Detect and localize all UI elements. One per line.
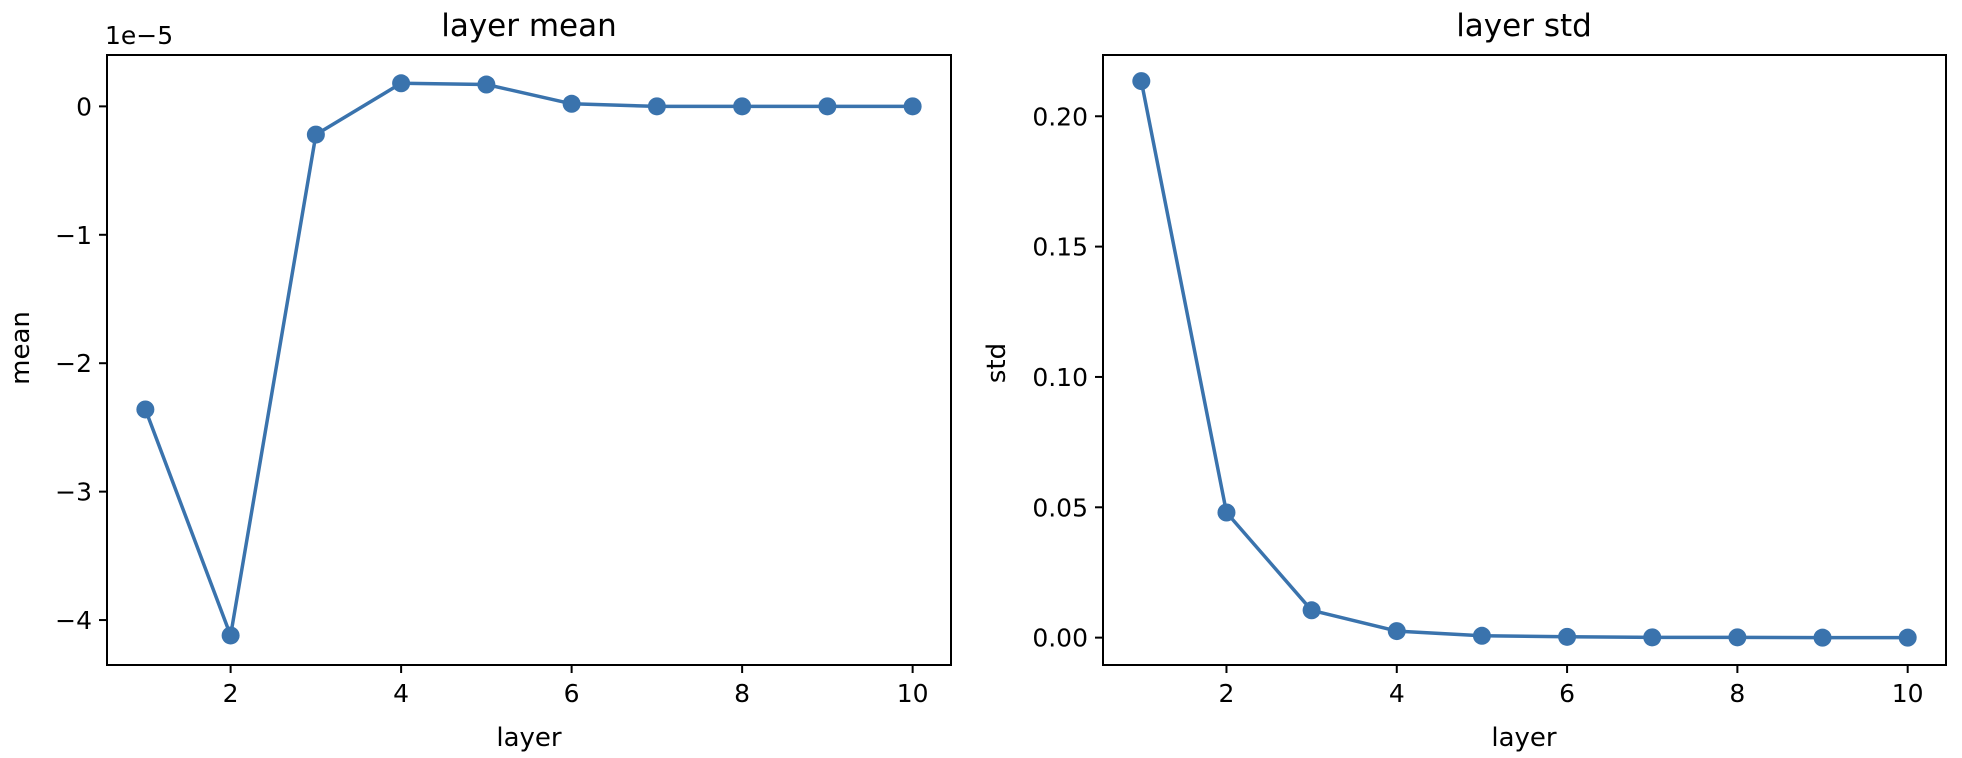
x-tick-label: 8	[734, 679, 750, 708]
series-line	[143, 81, 913, 638]
data-point	[306, 125, 325, 144]
data-point	[221, 626, 240, 645]
series-line	[1139, 80, 1908, 640]
axes-frame	[106, 54, 952, 666]
x-axis-label: layer	[496, 723, 562, 753]
y-ticks: 0 −1 −2 −3 −4	[55, 92, 107, 635]
x-tick-label: 8	[1729, 679, 1745, 708]
data-point	[392, 74, 411, 93]
data-point	[136, 400, 155, 419]
plot-area	[1132, 72, 1917, 647]
y-tick-label: −1	[55, 221, 92, 250]
y-offset-label: 1e−5	[105, 21, 173, 50]
data-point	[733, 97, 752, 116]
data-point	[903, 97, 922, 116]
chart-title: layer mean	[441, 8, 617, 44]
x-tick-label: 10	[1892, 679, 1924, 708]
x-ticks: 2 4 6 8 10	[1219, 665, 1924, 708]
y-tick-label: 0.05	[1032, 493, 1088, 522]
axes-frame	[1102, 54, 1947, 666]
data-point	[1387, 622, 1406, 641]
data-point	[1643, 628, 1662, 647]
chart-layer-std: layer std std layer 2 4 6 8 10 0.000.050.100…	[982, 8, 1947, 753]
x-tick-label: 2	[1219, 679, 1235, 708]
plot-area	[136, 74, 922, 645]
x-tick-label: 2	[223, 679, 239, 708]
y-axis-label: std	[982, 343, 1012, 383]
data-point	[818, 97, 837, 116]
y-tick-label: 0.00	[1032, 624, 1088, 653]
data-point	[1558, 627, 1577, 646]
data-point	[562, 94, 581, 113]
y-tick-label: 0.20	[1032, 102, 1088, 131]
y-tick-label: −2	[55, 349, 92, 378]
y-tick-label: 0	[76, 92, 92, 121]
x-tick-label: 6	[1559, 679, 1575, 708]
y-tick-label: 0.10	[1032, 363, 1088, 392]
x-tick-label: 6	[564, 679, 580, 708]
x-tick-label: 4	[1389, 679, 1405, 708]
x-axis-label: layer	[1491, 723, 1557, 753]
chart-layer-mean: layer mean 1e−5 mean layer 2 4 6 8 10 0 −1 −2 −…	[6, 8, 952, 753]
data-point	[1728, 628, 1747, 647]
y-ticks: 0.00 0.05 0.10 0.15 0.20	[1032, 102, 1103, 653]
x-ticks: 2 4 6 8 10	[223, 665, 929, 708]
data-point	[477, 75, 496, 94]
data-point	[1472, 626, 1491, 645]
data-point	[1217, 503, 1236, 522]
x-tick-label: 10	[897, 679, 929, 708]
y-tick-label: −3	[55, 478, 92, 507]
chart-title: layer std	[1456, 8, 1592, 44]
y-axis-label: mean	[6, 311, 36, 385]
data-point	[1813, 628, 1832, 647]
x-tick-label: 4	[393, 679, 409, 708]
data-point	[1132, 72, 1151, 91]
y-tick-label: 0.15	[1032, 233, 1088, 262]
data-point	[1302, 601, 1321, 620]
data-point	[1898, 628, 1917, 647]
data-point	[647, 97, 666, 116]
y-tick-label: −4	[55, 606, 92, 635]
